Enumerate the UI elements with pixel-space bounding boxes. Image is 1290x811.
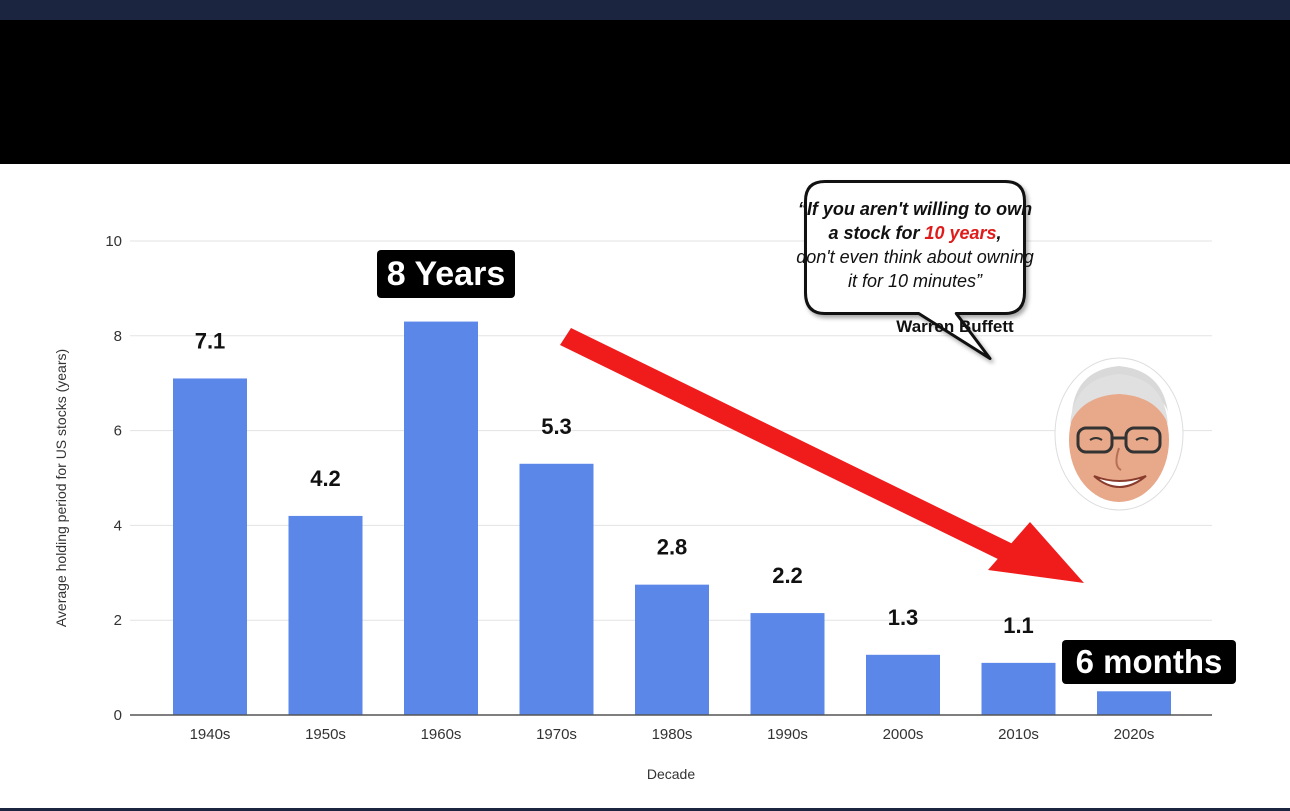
top-border bbox=[0, 0, 1290, 20]
page-subtitle: Average holding period for US stocks bbox=[0, 110, 483, 140]
data-label: 1.3 bbox=[888, 605, 919, 630]
trend-arrow-head bbox=[988, 522, 1084, 583]
buffett-portrait bbox=[1054, 357, 1184, 511]
quote-author: Warren Buffett bbox=[896, 317, 1014, 336]
bar-1990s bbox=[750, 613, 825, 715]
page-title: The decline of long term investing bbox=[0, 30, 1290, 100]
y-tick-labels: 0 2 4 6 8 10 bbox=[105, 233, 122, 724]
x-tick-label: 1970s bbox=[536, 726, 577, 743]
data-label: 2.2 bbox=[772, 563, 803, 588]
title-banner bbox=[0, 20, 1290, 164]
bar-1970s bbox=[519, 463, 594, 715]
bar-2000s bbox=[866, 654, 940, 715]
bar-1940s bbox=[173, 378, 247, 715]
x-tick-label: 2010s bbox=[998, 726, 1039, 743]
title-underlined-word: decline bbox=[121, 32, 325, 97]
quote-line-3: don't even think about owning bbox=[796, 247, 1034, 267]
data-label: 7.1 bbox=[195, 328, 226, 353]
bars bbox=[173, 321, 1171, 715]
trend-arrow-shaft bbox=[560, 328, 1015, 562]
title-part-2: of long term investing bbox=[324, 32, 959, 97]
quote-line-2-end: , bbox=[996, 223, 1002, 243]
quote-line-4: it for 10 minutes” bbox=[847, 271, 983, 291]
data-label: 5.3 bbox=[541, 414, 572, 439]
quote-highlight: 10 years bbox=[924, 223, 997, 243]
data-label: 2.8 bbox=[657, 535, 688, 560]
x-tick-label: 1960s bbox=[421, 726, 462, 743]
x-tick-label: 1940s bbox=[190, 726, 231, 743]
trend-arrow bbox=[560, 328, 1084, 583]
bar-2010s bbox=[981, 662, 1056, 715]
bar-1960s bbox=[404, 321, 478, 715]
y-tick-label: 4 bbox=[114, 517, 122, 534]
quote-bubble bbox=[804, 180, 1026, 360]
y-tick-label: 6 bbox=[114, 423, 122, 440]
title-part-1: The bbox=[0, 32, 122, 97]
x-tick-label: 1990s bbox=[767, 726, 808, 743]
data-labels: 7.1 4.2 5.3 2.8 2.2 1.3 1.1 bbox=[195, 328, 1034, 637]
peak-callout: 8 Years bbox=[377, 250, 515, 298]
bar-1950s bbox=[288, 515, 363, 715]
quote-line-2: a stock for 10 years, bbox=[770, 221, 1060, 245]
bar-2020s bbox=[1097, 691, 1171, 715]
x-tick-label: 1980s bbox=[652, 726, 693, 743]
data-label: 4.2 bbox=[310, 466, 341, 491]
y-tick-label: 0 bbox=[114, 707, 122, 724]
bar-1980s bbox=[635, 584, 709, 715]
bottom-border bbox=[0, 808, 1290, 811]
y-axis-title: Average holding period for US stocks (ye… bbox=[53, 349, 69, 627]
quote-line-2-start: a stock for bbox=[828, 223, 925, 243]
y-tick-label: 2 bbox=[114, 612, 122, 629]
quote-bubble-shape bbox=[804, 180, 1026, 360]
buffett-quote: “If you aren't willing to own a stock fo… bbox=[770, 197, 1060, 293]
x-tick-label: 2000s bbox=[883, 726, 924, 743]
data-label: 1.1 bbox=[1003, 613, 1034, 638]
quote-line-1: “If you aren't willing to own bbox=[797, 199, 1033, 219]
y-tick-label: 8 bbox=[114, 328, 122, 345]
y-tick-label: 10 bbox=[105, 233, 122, 250]
x-tick-label: 1950s bbox=[305, 726, 346, 743]
x-tick-label: 2020s bbox=[1114, 726, 1155, 743]
latest-callout: 6 months bbox=[1062, 640, 1236, 684]
x-axis-title: Decade bbox=[647, 766, 695, 782]
x-tick-labels: 1940s 1950s 1960s 1970s 1980s 1990s 2000s 2010s… bbox=[190, 726, 1155, 743]
